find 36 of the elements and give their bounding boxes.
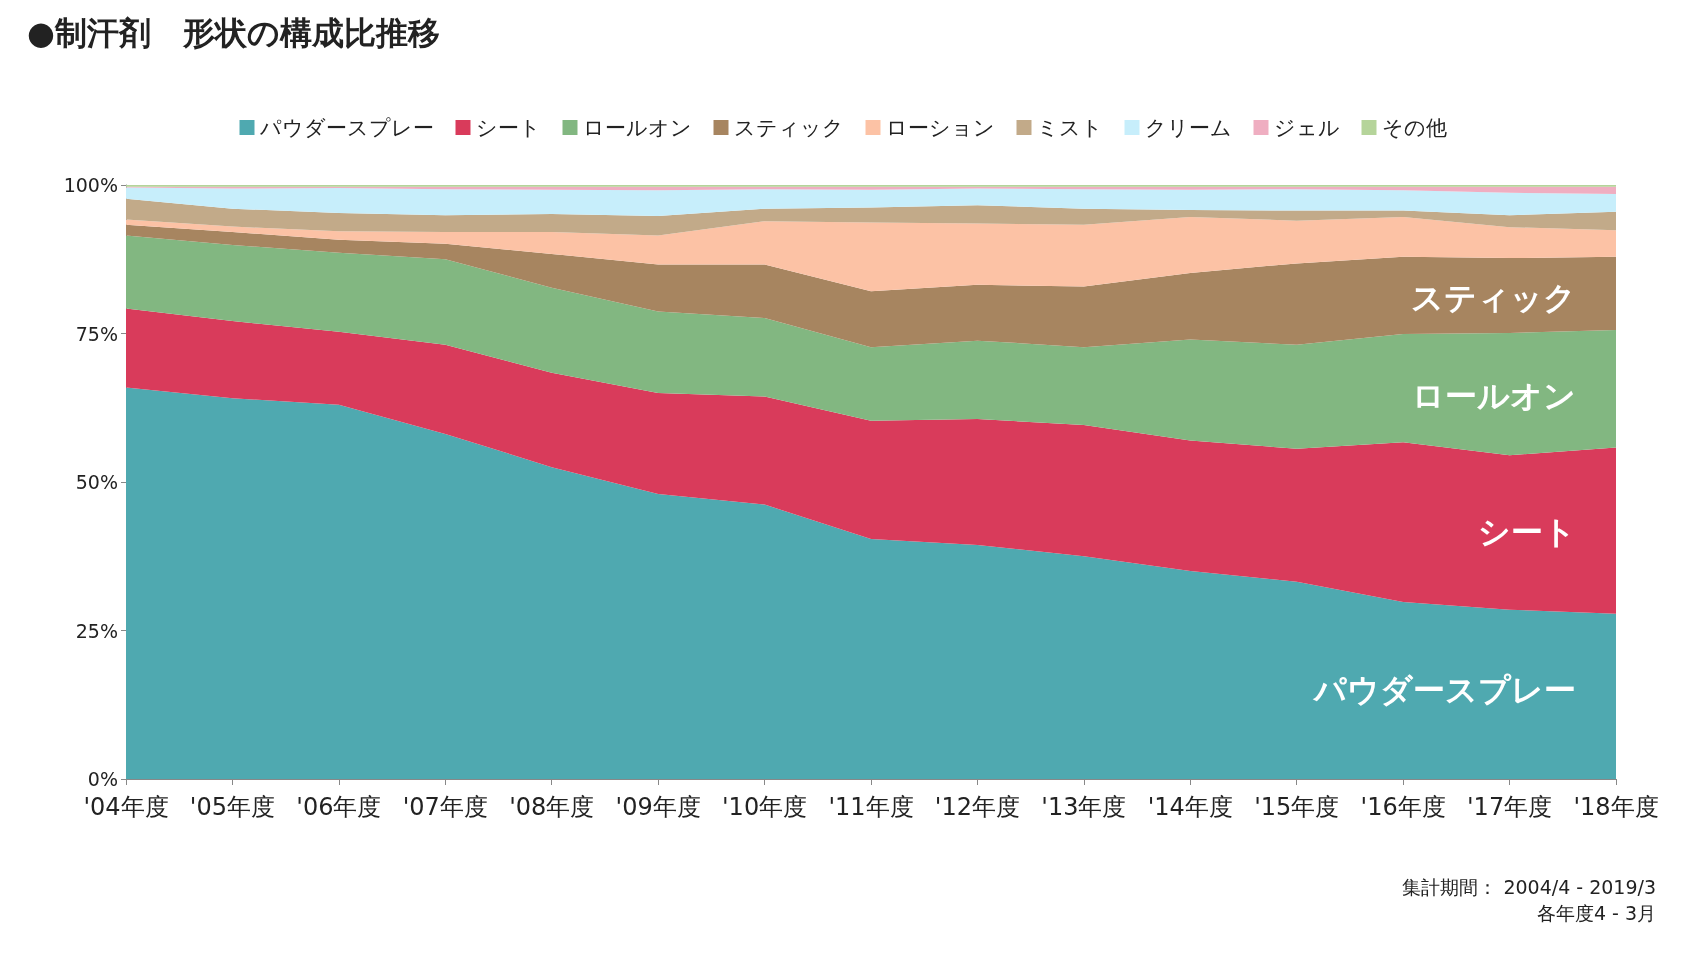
x-tick-label: '11年度	[828, 793, 914, 821]
annotation: ロールオン	[1412, 376, 1576, 415]
legend-label: その他	[1381, 115, 1447, 140]
legend-label: ジェル	[1273, 115, 1340, 140]
annotation: シート	[1478, 513, 1576, 552]
x-tick-label: '17年度	[1467, 793, 1553, 821]
y-tick-label: 0%	[87, 768, 118, 790]
legend-label: ローション	[885, 115, 995, 140]
y-tick-label: 50%	[75, 471, 118, 493]
legend-label: ミスト	[1036, 115, 1103, 140]
x-tick-label: '15年度	[1254, 793, 1340, 821]
y-tick-label: 25%	[75, 619, 118, 642]
x-tick-label: '13年度	[1041, 793, 1127, 821]
x-tick-label: '06年度	[296, 793, 382, 821]
y-tick-label: 75%	[75, 322, 118, 345]
x-tick-label: '18年度	[1573, 793, 1659, 821]
x-tick-label: '07年度	[402, 793, 488, 821]
x-tick-label: '16年度	[1360, 793, 1446, 821]
chart-title: ●制汗剤 形状の構成比推移	[27, 14, 440, 52]
x-tick-label: '14年度	[1147, 793, 1233, 821]
y-tick-label: 100%	[63, 174, 118, 196]
x-tick-label: '08年度	[509, 793, 595, 821]
legend-label: パウダースプレー	[258, 115, 434, 140]
legend-label: シート	[475, 115, 541, 140]
legend-label: クリーム	[1144, 115, 1232, 140]
x-tick-label: '12年度	[934, 793, 1020, 821]
x-tick-label: '05年度	[189, 793, 275, 821]
text: 各年度4 - 3月	[1536, 901, 1657, 924]
annotation: パウダースプレー	[1312, 670, 1576, 709]
x-tick-label: '10年度	[722, 793, 808, 821]
x-tick-label: '09年度	[615, 793, 701, 821]
legend-label: スティック	[733, 115, 844, 140]
text: 集計期間： 2004/4 - 2019/3	[1402, 875, 1657, 898]
legend-label: ロールオン	[582, 115, 692, 140]
x-tick-label: '04年度	[83, 793, 169, 821]
annotation: スティック	[1411, 278, 1576, 317]
